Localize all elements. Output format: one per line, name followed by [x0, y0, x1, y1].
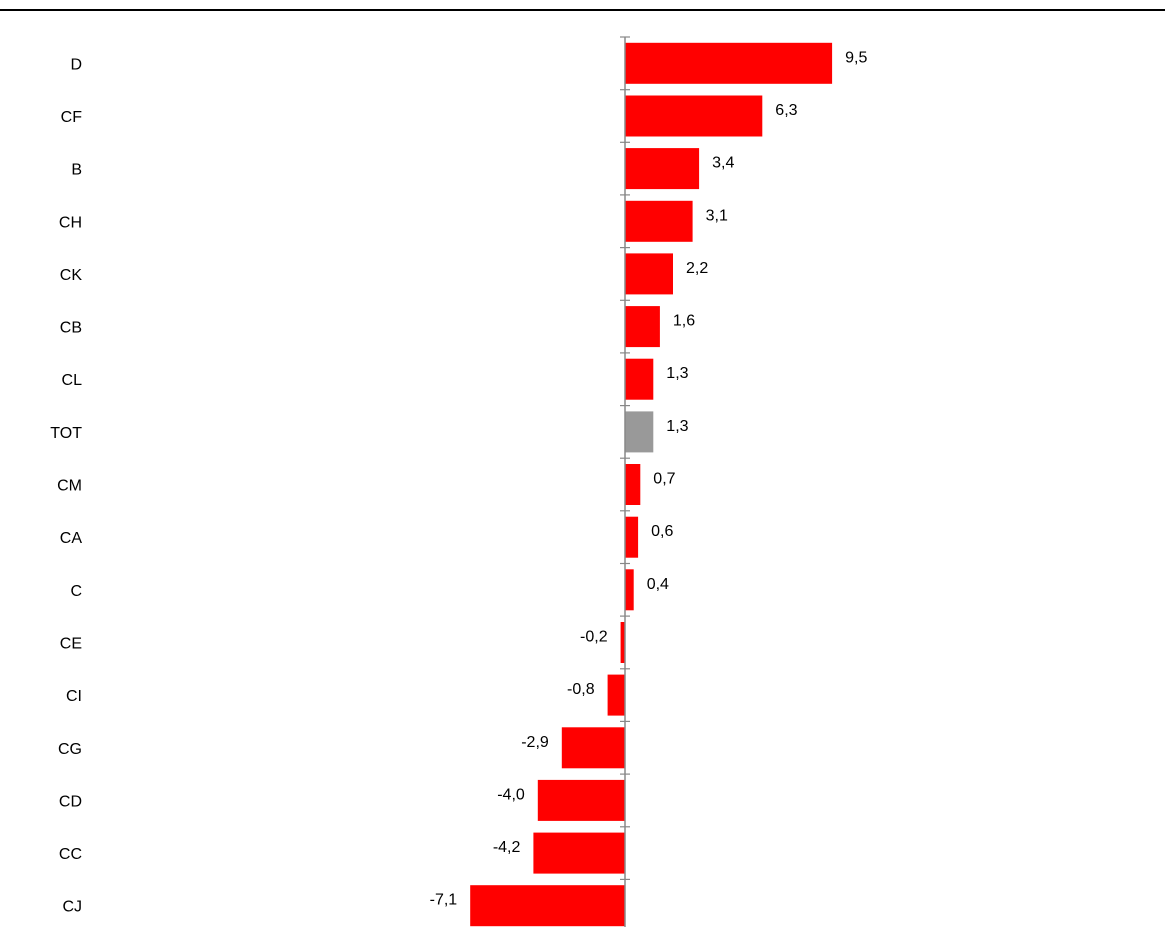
value-label-cb: 1,6: [673, 313, 695, 330]
category-label-ck: CK: [60, 267, 83, 284]
value-axis: [620, 36, 630, 927]
category-label-b: B: [71, 162, 82, 179]
bar-ch: [625, 200, 693, 242]
category-label-ca: CA: [60, 530, 83, 547]
category-label-cm: CM: [57, 478, 82, 495]
value-label-ca: 0,6: [651, 523, 673, 540]
category-label-cb: CB: [60, 320, 82, 337]
value-label-cj: -7,1: [430, 892, 458, 909]
value-label-cg: -2,9: [521, 734, 549, 751]
value-label-cf: 6,3: [775, 102, 797, 119]
value-label-c: 0,4: [647, 576, 669, 593]
bar-ca: [625, 516, 639, 558]
category-label-c: C: [70, 583, 82, 600]
bar-ce: [620, 622, 625, 663]
value-label-d: 9,5: [845, 49, 867, 66]
category-label-ce: CE: [60, 636, 82, 653]
category-label-ch: CH: [59, 214, 82, 231]
category-label-tot: TOT: [50, 425, 82, 442]
bar-cj: [470, 885, 625, 927]
bar-c: [625, 569, 634, 611]
category-label-cc: CC: [59, 846, 82, 863]
value-label-cl: 1,3: [666, 365, 688, 382]
bar-ci: [607, 674, 625, 716]
top-border-rule: [0, 9, 1165, 11]
bar-ck: [625, 253, 673, 295]
value-label-cm: 0,7: [653, 471, 675, 488]
category-label-cd: CD: [59, 793, 82, 810]
value-label-cc: -4,2: [493, 839, 521, 856]
value-label-ch: 3,1: [706, 207, 728, 224]
category-label-ci: CI: [66, 688, 82, 705]
labels-layer: D 9,5 CF 6,3 B 3,4 CH 3,1 CK 2,2 CB 1,6 CL 1,3 TOT 1,3 C…: [50, 49, 867, 915]
bar-cb: [625, 306, 660, 348]
bar-cf: [625, 95, 763, 137]
category-label-d: D: [70, 56, 82, 73]
category-label-cl: CL: [62, 372, 83, 389]
bar-cl: [625, 358, 654, 400]
bar-d: [625, 42, 833, 84]
value-label-ck: 2,2: [686, 260, 708, 277]
value-label-tot: 1,3: [666, 418, 688, 435]
bar-cm: [625, 464, 641, 505]
bars-layer: [470, 42, 833, 927]
value-label-b: 3,4: [712, 155, 734, 172]
bar-cc: [533, 832, 625, 874]
bar-tot: [625, 411, 654, 453]
bar-b: [625, 148, 700, 190]
category-label-cg: CG: [58, 741, 82, 758]
category-label-cj: CJ: [62, 899, 82, 916]
category-label-cf: CF: [61, 109, 83, 126]
value-label-ce: -0,2: [580, 629, 608, 646]
value-label-ci: -0,8: [567, 681, 595, 698]
bar-cd: [537, 779, 625, 821]
value-label-cd: -4,0: [497, 786, 525, 803]
bar-cg: [561, 727, 625, 769]
